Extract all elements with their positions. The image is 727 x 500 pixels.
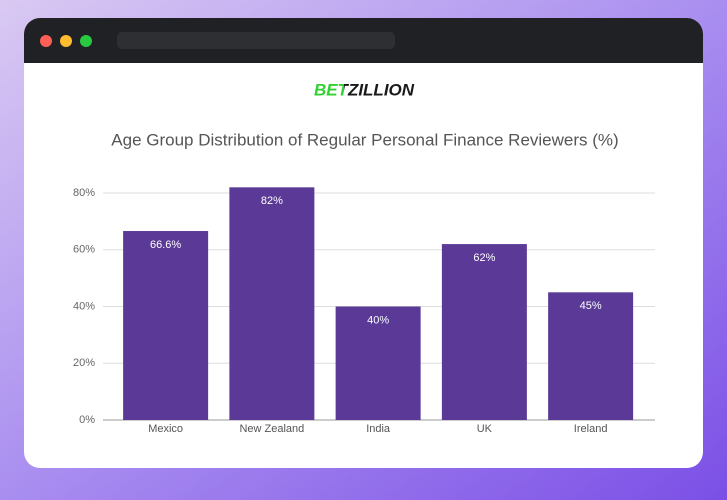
bar bbox=[229, 187, 315, 420]
y-tick-label: 40% bbox=[73, 300, 95, 312]
minimize-dot[interactable] bbox=[60, 35, 72, 47]
bar bbox=[335, 306, 421, 420]
x-tick-label: Ireland bbox=[574, 423, 608, 435]
y-tick-label: 80% bbox=[73, 187, 95, 199]
value-label: 82% bbox=[261, 195, 283, 207]
bar bbox=[548, 292, 634, 420]
x-tick-label: India bbox=[366, 423, 391, 435]
chart-title: Age Group Distribution of Regular Person… bbox=[111, 130, 618, 149]
y-tick-label: 0% bbox=[79, 414, 95, 426]
x-tick-label: New Zealand bbox=[239, 423, 304, 435]
x-tick-label: UK bbox=[477, 423, 493, 435]
bar bbox=[441, 244, 527, 420]
value-label: 66.6% bbox=[150, 239, 181, 251]
value-label: 45% bbox=[580, 300, 602, 312]
value-label: 40% bbox=[367, 314, 389, 326]
close-dot[interactable] bbox=[40, 35, 52, 47]
maximize-dot[interactable] bbox=[80, 35, 92, 47]
logo: BETZILLION bbox=[314, 80, 415, 99]
y-tick-label: 60% bbox=[73, 244, 95, 256]
bar bbox=[123, 231, 209, 420]
x-tick-label: Mexico bbox=[148, 423, 183, 435]
y-tick-label: 20% bbox=[73, 357, 95, 369]
value-label: 62% bbox=[473, 252, 495, 264]
address-bar[interactable] bbox=[117, 32, 395, 49]
